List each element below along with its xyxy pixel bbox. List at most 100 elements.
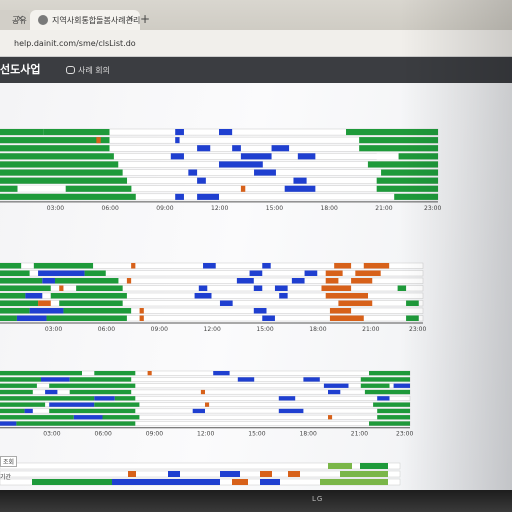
x-tick-label: 21:00 — [351, 431, 368, 438]
timeline-segment — [197, 177, 206, 184]
timeline-segment — [271, 145, 290, 152]
timeline-segment — [334, 263, 352, 269]
timeline-segment — [249, 270, 263, 276]
new-tab-icon[interactable]: + — [140, 12, 151, 26]
filter-button[interactable]: 조회 — [0, 456, 18, 467]
x-tick-label: 15:00 — [248, 431, 265, 438]
chat-icon — [66, 66, 75, 74]
x-tick-label: 18:00 — [300, 431, 317, 438]
timeline-segment — [377, 396, 390, 401]
timeline-segment — [112, 479, 220, 485]
side-label: 기간 — [0, 474, 12, 481]
timeline-segment — [262, 315, 275, 321]
timeline-segment — [291, 278, 305, 284]
timeline-segment — [49, 402, 95, 407]
timeline-segment — [0, 137, 110, 144]
timeline-segment — [38, 270, 85, 276]
url-text[interactable]: help.dainit.com/sme/clsList.do — [14, 39, 136, 48]
timeline-segment — [0, 300, 39, 306]
nav-item-meeting[interactable]: 사례 회의 — [66, 65, 110, 76]
timeline-segment — [0, 193, 136, 200]
timeline-segment — [139, 315, 144, 321]
timeline-segment — [397, 285, 407, 291]
timeline-segment — [360, 377, 410, 382]
timeline-chart-4 — [0, 462, 402, 502]
x-tick-label: 23:00 — [409, 326, 426, 333]
x-tick-label: 09:00 — [146, 431, 163, 438]
timeline-row — [0, 462, 401, 470]
timeline-segment — [170, 153, 184, 160]
x-tick-label: 18:00 — [321, 205, 338, 212]
timeline-segment — [59, 285, 64, 291]
timeline-segment — [377, 415, 410, 420]
site-brand[interactable]: 선도사업 — [0, 63, 41, 76]
browser-tab[interactable]: 공유 × — [0, 10, 30, 30]
x-tick-label: 21:00 — [375, 205, 392, 212]
timeline-segment — [102, 415, 140, 420]
timeline-segment — [0, 185, 18, 192]
timeline-segment — [278, 408, 304, 414]
timeline-segment — [329, 315, 364, 321]
timeline-segment — [0, 383, 37, 388]
timeline-segment — [0, 408, 25, 414]
timeline-svg: 03:00 06:00 09:00 12:00 15:00 18:00 21:00 23:00 — [0, 370, 413, 438]
timeline-svg: 03:00 06:00 09:00 12:00 15:00 18:00 21:00 23:00 — [0, 128, 441, 212]
x-tick-label: 23:00 — [424, 205, 441, 212]
timeline-segment — [219, 129, 233, 136]
x-tick-label: 12:00 — [204, 326, 221, 333]
timeline-segment — [16, 421, 136, 426]
timeline-segment — [254, 169, 276, 176]
timeline-segment — [203, 263, 216, 269]
timeline-segment — [253, 285, 263, 291]
timeline-segment — [17, 185, 66, 192]
timeline-segment — [278, 396, 296, 401]
timeline-row — [0, 307, 424, 314]
timeline-segment — [0, 177, 128, 184]
timeline-segment — [131, 263, 136, 269]
x-tick-label: 06:00 — [102, 205, 119, 212]
timeline-segment — [359, 137, 438, 144]
close-icon[interactable]: × — [126, 14, 134, 24]
timeline-row — [0, 395, 411, 401]
timeline-segment — [381, 169, 438, 176]
timeline-svg — [0, 462, 401, 486]
timeline-segment — [96, 137, 101, 144]
timeline-segment — [284, 185, 316, 192]
timeline-segment — [240, 185, 246, 192]
site-nav-bar: 선도사업 사례 회의 — [0, 57, 512, 83]
timeline-segment — [0, 285, 51, 291]
timeline-segment — [219, 161, 263, 168]
timeline-segment — [65, 185, 132, 192]
timeline-segment — [45, 389, 58, 395]
timeline-segment — [49, 408, 136, 414]
address-bar[interactable]: help.dainit.com/sme/clsList.do — [0, 30, 512, 57]
timeline-row — [0, 277, 424, 284]
timeline-segment — [32, 479, 112, 485]
x-tick-label: 21:00 — [362, 326, 379, 333]
timeline-segment — [253, 308, 267, 314]
timeline-segment — [325, 270, 343, 276]
timeline-segment — [260, 471, 272, 477]
timeline-segment — [220, 471, 240, 477]
tab-title: 지역사회통합돌봄사례관리공유 — [52, 16, 140, 25]
close-icon[interactable]: × — [16, 14, 24, 24]
timeline-chart-3: 03:00 06:00 09:00 12:00 15:00 18:00 21:00 23:00 — [0, 370, 413, 443]
browser-tab-active[interactable]: 지역사회통합돌봄사례관리공유 × — [30, 10, 140, 30]
timeline-segment — [94, 371, 136, 376]
monitor-brand-logo: LG — [312, 495, 324, 503]
timeline-segment — [369, 421, 410, 426]
timeline-row — [0, 315, 424, 322]
browser-tab-bar: 공유 × 지역사회통합돌봄사례관리공유 × + — [0, 0, 512, 30]
timeline-segment — [376, 153, 399, 160]
timeline-segment — [0, 396, 95, 401]
timeline-segment — [50, 293, 127, 299]
timeline-segment — [376, 185, 438, 192]
timeline-segment — [16, 315, 47, 321]
timeline-segment — [0, 278, 43, 284]
timeline-segment — [260, 479, 280, 485]
timeline-segment — [192, 408, 205, 414]
timeline-chart-1: 03:00 06:00 09:00 12:00 15:00 18:00 21:00 23:00 — [0, 128, 441, 217]
timeline-segment — [398, 153, 438, 160]
timeline-segment — [175, 193, 184, 200]
timeline-segment — [367, 161, 438, 168]
